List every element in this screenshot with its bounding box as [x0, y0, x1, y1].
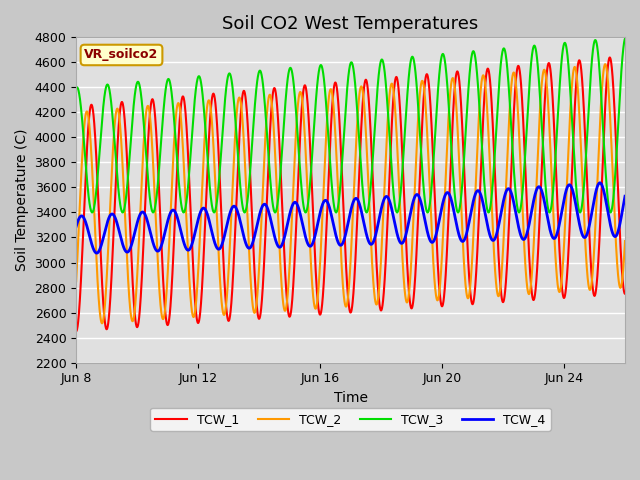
- Line: TCW_3: TCW_3: [76, 38, 625, 213]
- X-axis label: Time: Time: [333, 391, 367, 405]
- TCW_2: [307, 255, 314, 261]
- TCW_1: [283, 293, 291, 299]
- TCW_4: [283, 224, 291, 230]
- TCW_1: [551, 146, 559, 152]
- TCW_2: [135, 239, 143, 244]
- TCW_2: [283, 300, 291, 306]
- TCW_3: [168, 88, 175, 94]
- TCW_3: [621, 36, 629, 41]
- TCW_2: [621, 238, 629, 244]
- TCW_2: [552, 251, 559, 256]
- TCW_3: [307, 177, 314, 182]
- TCW_4: [135, 215, 143, 220]
- Line: TCW_1: TCW_1: [76, 58, 625, 331]
- TCW_3: [283, 86, 291, 92]
- Line: TCW_2: TCW_2: [76, 64, 625, 323]
- TCW_4: [596, 180, 604, 186]
- TCW_1: [307, 150, 314, 156]
- TCW_4: [72, 224, 80, 229]
- Legend: TCW_1, TCW_2, TCW_3, TCW_4: TCW_1, TCW_2, TCW_3, TCW_4: [150, 408, 550, 431]
- TCW_1: [611, 104, 618, 110]
- TCW_2: [602, 61, 609, 67]
- TCW_3: [135, 80, 143, 85]
- TCW_2: [72, 278, 80, 284]
- TCW_4: [611, 234, 618, 240]
- TCW_2: [99, 320, 106, 326]
- TCW_2: [168, 190, 175, 196]
- TCW_1: [72, 328, 80, 334]
- TCW_4: [168, 208, 175, 214]
- TCW_3: [552, 157, 559, 163]
- TCW_3: [515, 210, 523, 216]
- TCW_2: [611, 213, 618, 219]
- Line: TCW_4: TCW_4: [76, 183, 625, 253]
- TCW_4: [621, 193, 629, 199]
- TCW_3: [72, 85, 80, 91]
- Y-axis label: Soil Temperature (C): Soil Temperature (C): [15, 129, 29, 271]
- TCW_4: [307, 243, 314, 249]
- TCW_3: [611, 183, 618, 189]
- Text: VR_soilco2: VR_soilco2: [84, 48, 159, 61]
- TCW_1: [621, 291, 629, 297]
- TCW_4: [552, 235, 559, 240]
- TCW_1: [135, 318, 143, 324]
- Title: Soil CO2 West Temperatures: Soil CO2 West Temperatures: [223, 15, 479, 33]
- TCW_1: [606, 55, 614, 60]
- TCW_4: [93, 250, 100, 256]
- TCW_1: [168, 290, 175, 296]
